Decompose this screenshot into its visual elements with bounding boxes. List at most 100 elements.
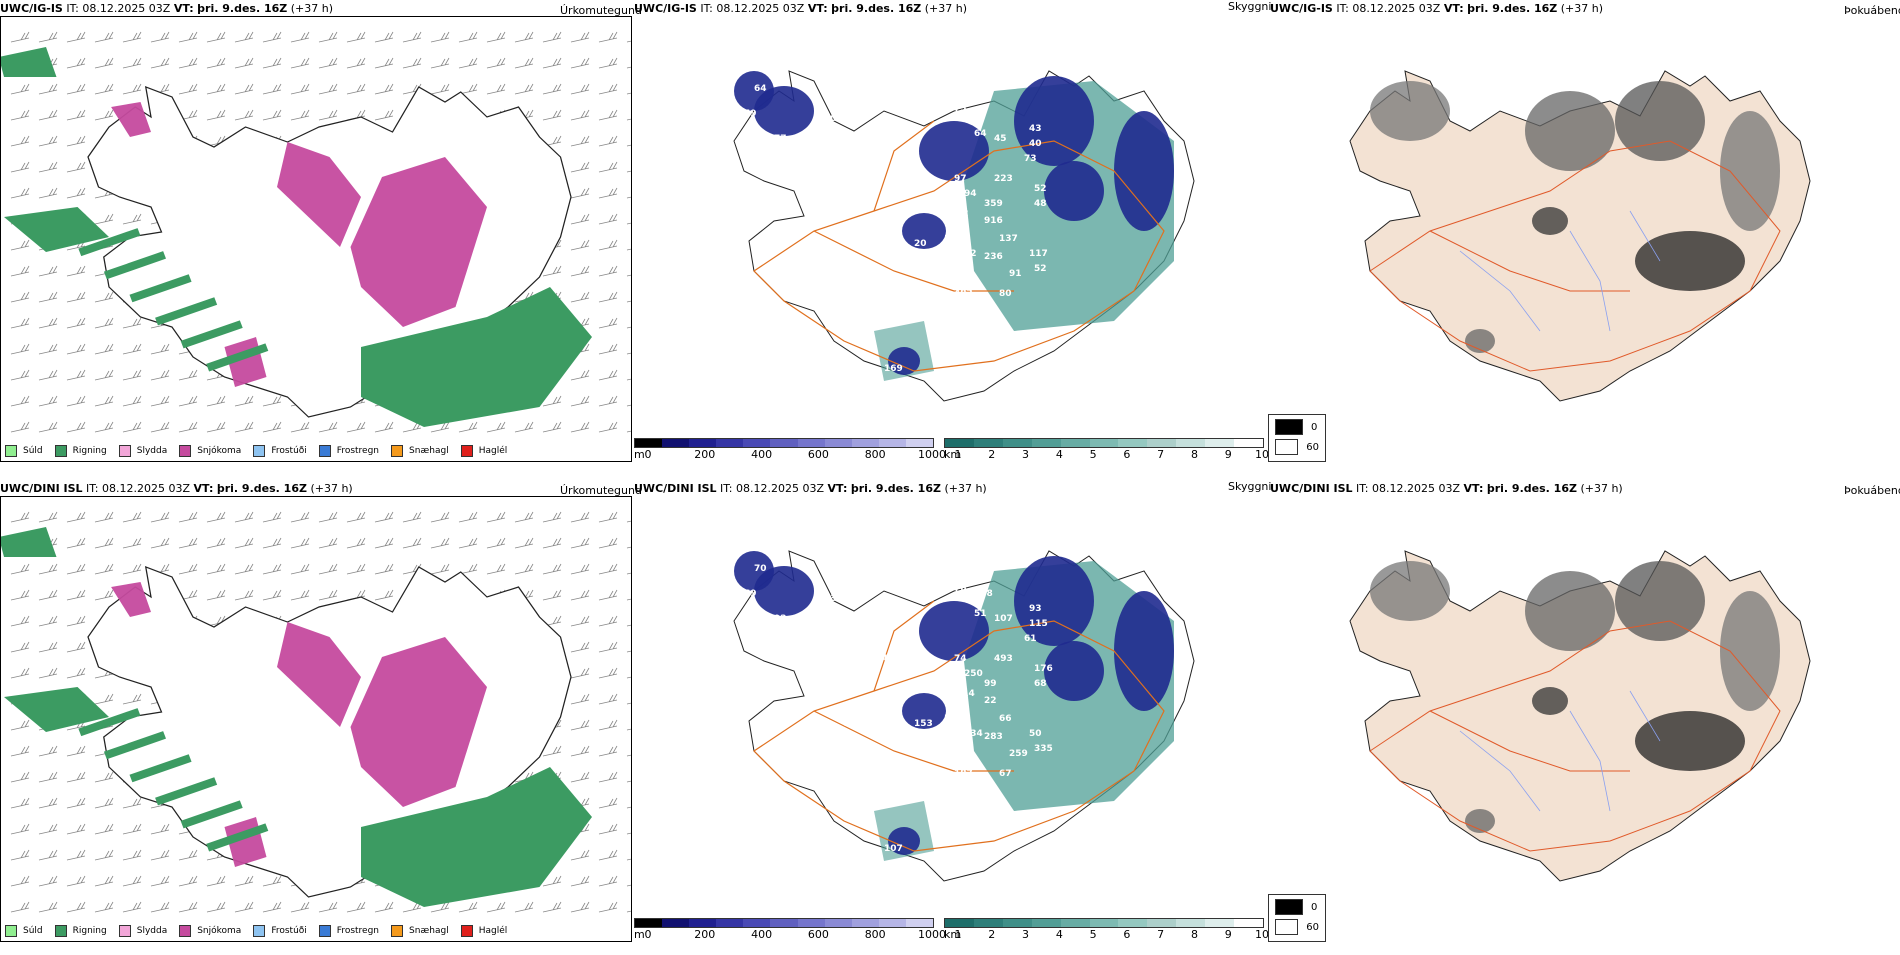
cloud-base-label: 75: [954, 104, 967, 114]
valid-time: þri. 9.des. 16Z: [831, 2, 922, 15]
cloud-base-label: 107: [994, 614, 1013, 624]
colorbar-step: [1002, 439, 1032, 447]
precip-legend-item: Rigning: [54, 925, 107, 937]
legend-label: Snjókoma: [197, 446, 242, 456]
colorbar-tick: 7: [1157, 928, 1165, 941]
model-name: UWC/DINI ISL: [1270, 482, 1353, 495]
colorbar-tick: 800: [864, 928, 886, 941]
cloud-base-label: 283: [984, 732, 1003, 742]
fog-legend-item: 60: [1275, 439, 1319, 455]
cloud-base-label: 259: [1009, 749, 1028, 759]
colorbar-tick: 600: [807, 928, 829, 941]
cloud-base-label: 250: [964, 669, 983, 679]
colorbar-step: [973, 439, 1003, 447]
cloud-base-label: 67: [999, 769, 1012, 779]
precip-legend-item: Frostúði: [253, 925, 307, 937]
low-cloud-base-area: [902, 213, 946, 249]
cloud-base-label: 54: [944, 714, 957, 724]
run-header: UWC/IG-IS IT: 08.12.2025 03Z VT: þri. 9.…: [0, 2, 333, 15]
panel-title-fog: Þokuábendi: [1844, 484, 1900, 497]
cloud-base-label: 187: [954, 769, 973, 779]
cloud-base-label: 125: [924, 249, 943, 259]
lead-time: (+37 h): [1580, 482, 1623, 495]
height-colorbar: m 0 200 400 600 800 1000: [634, 438, 946, 464]
cloud-base-label: 64: [754, 84, 767, 94]
colorbar-tick: 1000: [918, 448, 946, 461]
colorbar-step: [662, 439, 690, 447]
init-time: 08.12.2025 03Z: [736, 482, 825, 495]
cloud-base-label: 169: [884, 364, 903, 374]
legend-swatch: [5, 925, 17, 937]
fog-legend-swatch: [1275, 439, 1299, 455]
rain-band: [129, 274, 192, 303]
precip-legend-item: Haglél: [460, 925, 507, 937]
model-name: UWC/DINI ISL: [634, 482, 717, 495]
colorbar-tick: 600: [807, 448, 829, 461]
fog-legend-swatch: [1275, 419, 1303, 435]
colorbar-tick: 3: [1022, 928, 1030, 941]
cloud-base-label: 99: [984, 679, 997, 689]
valid-time: þri. 9.des. 16Z: [850, 482, 941, 495]
colorbar-tick: 10: [1255, 448, 1269, 461]
rain-area: [4, 687, 110, 732]
cloud-base-label: 43: [1029, 124, 1042, 134]
precip-legend-item: Snjókoma: [179, 925, 241, 937]
rain-band: [78, 228, 141, 257]
cloud-base-label: 62: [956, 209, 969, 219]
cloud-base-label: 85: [869, 714, 882, 724]
valid-time: þri. 9.des. 16Z: [197, 2, 288, 15]
colorbar-step: [1031, 439, 1061, 447]
legend-swatch: [179, 925, 192, 937]
legend-swatch: [54, 445, 67, 457]
run-header-fog: UWC/IG-IS IT: 08.12.2025 03Z VT: þri. 9.…: [1270, 2, 1603, 15]
rivers: [1459, 210, 1661, 332]
precip-legend: Súld Rigning Slydda Snjókoma Frostúði Frostre…: [5, 925, 507, 937]
precip-legend-item: Slydda: [118, 445, 168, 457]
colorbar-step: [797, 919, 825, 927]
legend-label: Snæhagl: [409, 926, 449, 936]
lead-time: (+37 h): [944, 482, 987, 495]
legend-label: Frostregn: [336, 446, 380, 456]
run-header: UWC/DINI ISL IT: 08.12.2025 03Z VT: þri.…: [0, 482, 353, 495]
colorbar-step: [689, 919, 717, 927]
rain-area: [1, 47, 57, 77]
colorbar-step: [797, 439, 825, 447]
colorbar-step: [635, 439, 663, 447]
colorbar-step: [905, 439, 934, 447]
low-cloud-base-area: [734, 551, 774, 591]
colorbar-step: [1089, 439, 1119, 447]
colorbar-tick: 4: [1055, 928, 1063, 941]
vt-label: VT:: [1443, 2, 1464, 15]
fog-index-area: [1465, 809, 1495, 833]
low-cloud-base-area: [1044, 641, 1104, 701]
cloud-base-label: 56: [924, 579, 937, 589]
legend-label: Slydda: [136, 446, 168, 456]
rain-band: [155, 777, 218, 806]
low-cloud-base-area: [902, 693, 946, 729]
cloud-base-label: 65: [974, 109, 987, 119]
precip-legend-item: Frostregn: [318, 445, 380, 457]
cloud-base-label: 70: [754, 564, 767, 574]
cloud-base-label: 83: [869, 174, 882, 184]
height-colorbar-unit: m: [634, 448, 645, 461]
colorbar-tick: 6: [1123, 928, 1131, 941]
rivers: [1459, 690, 1661, 812]
cloud-base-label: 99: [879, 862, 892, 872]
panel-title-visibility: Skyggni: [1228, 480, 1272, 493]
colorbar-step: [770, 439, 798, 447]
fog-index-map: [1270, 16, 1900, 436]
cloud-base-label: 25: [844, 719, 857, 729]
precip-type-map: Súld Rigning Slydda Snjókoma Frostúði Frostre…: [0, 16, 632, 462]
cloud-base-label: 916: [984, 216, 1003, 226]
cloud-base-label: 483: [954, 289, 973, 299]
colorbar-tick: 5: [1089, 448, 1097, 461]
legend-swatch: [54, 925, 67, 937]
model-name: UWC/DINI ISL: [0, 482, 83, 495]
cloud-base-label: 50: [1029, 729, 1042, 739]
cloud-base-label: 73: [824, 594, 837, 604]
precip-legend-item: Snjókoma: [179, 445, 241, 457]
colorbar-step: [824, 439, 852, 447]
colorbar-step: [716, 919, 744, 927]
fog-index-area: [1525, 571, 1615, 651]
cloud-base-label: 118: [864, 634, 883, 644]
